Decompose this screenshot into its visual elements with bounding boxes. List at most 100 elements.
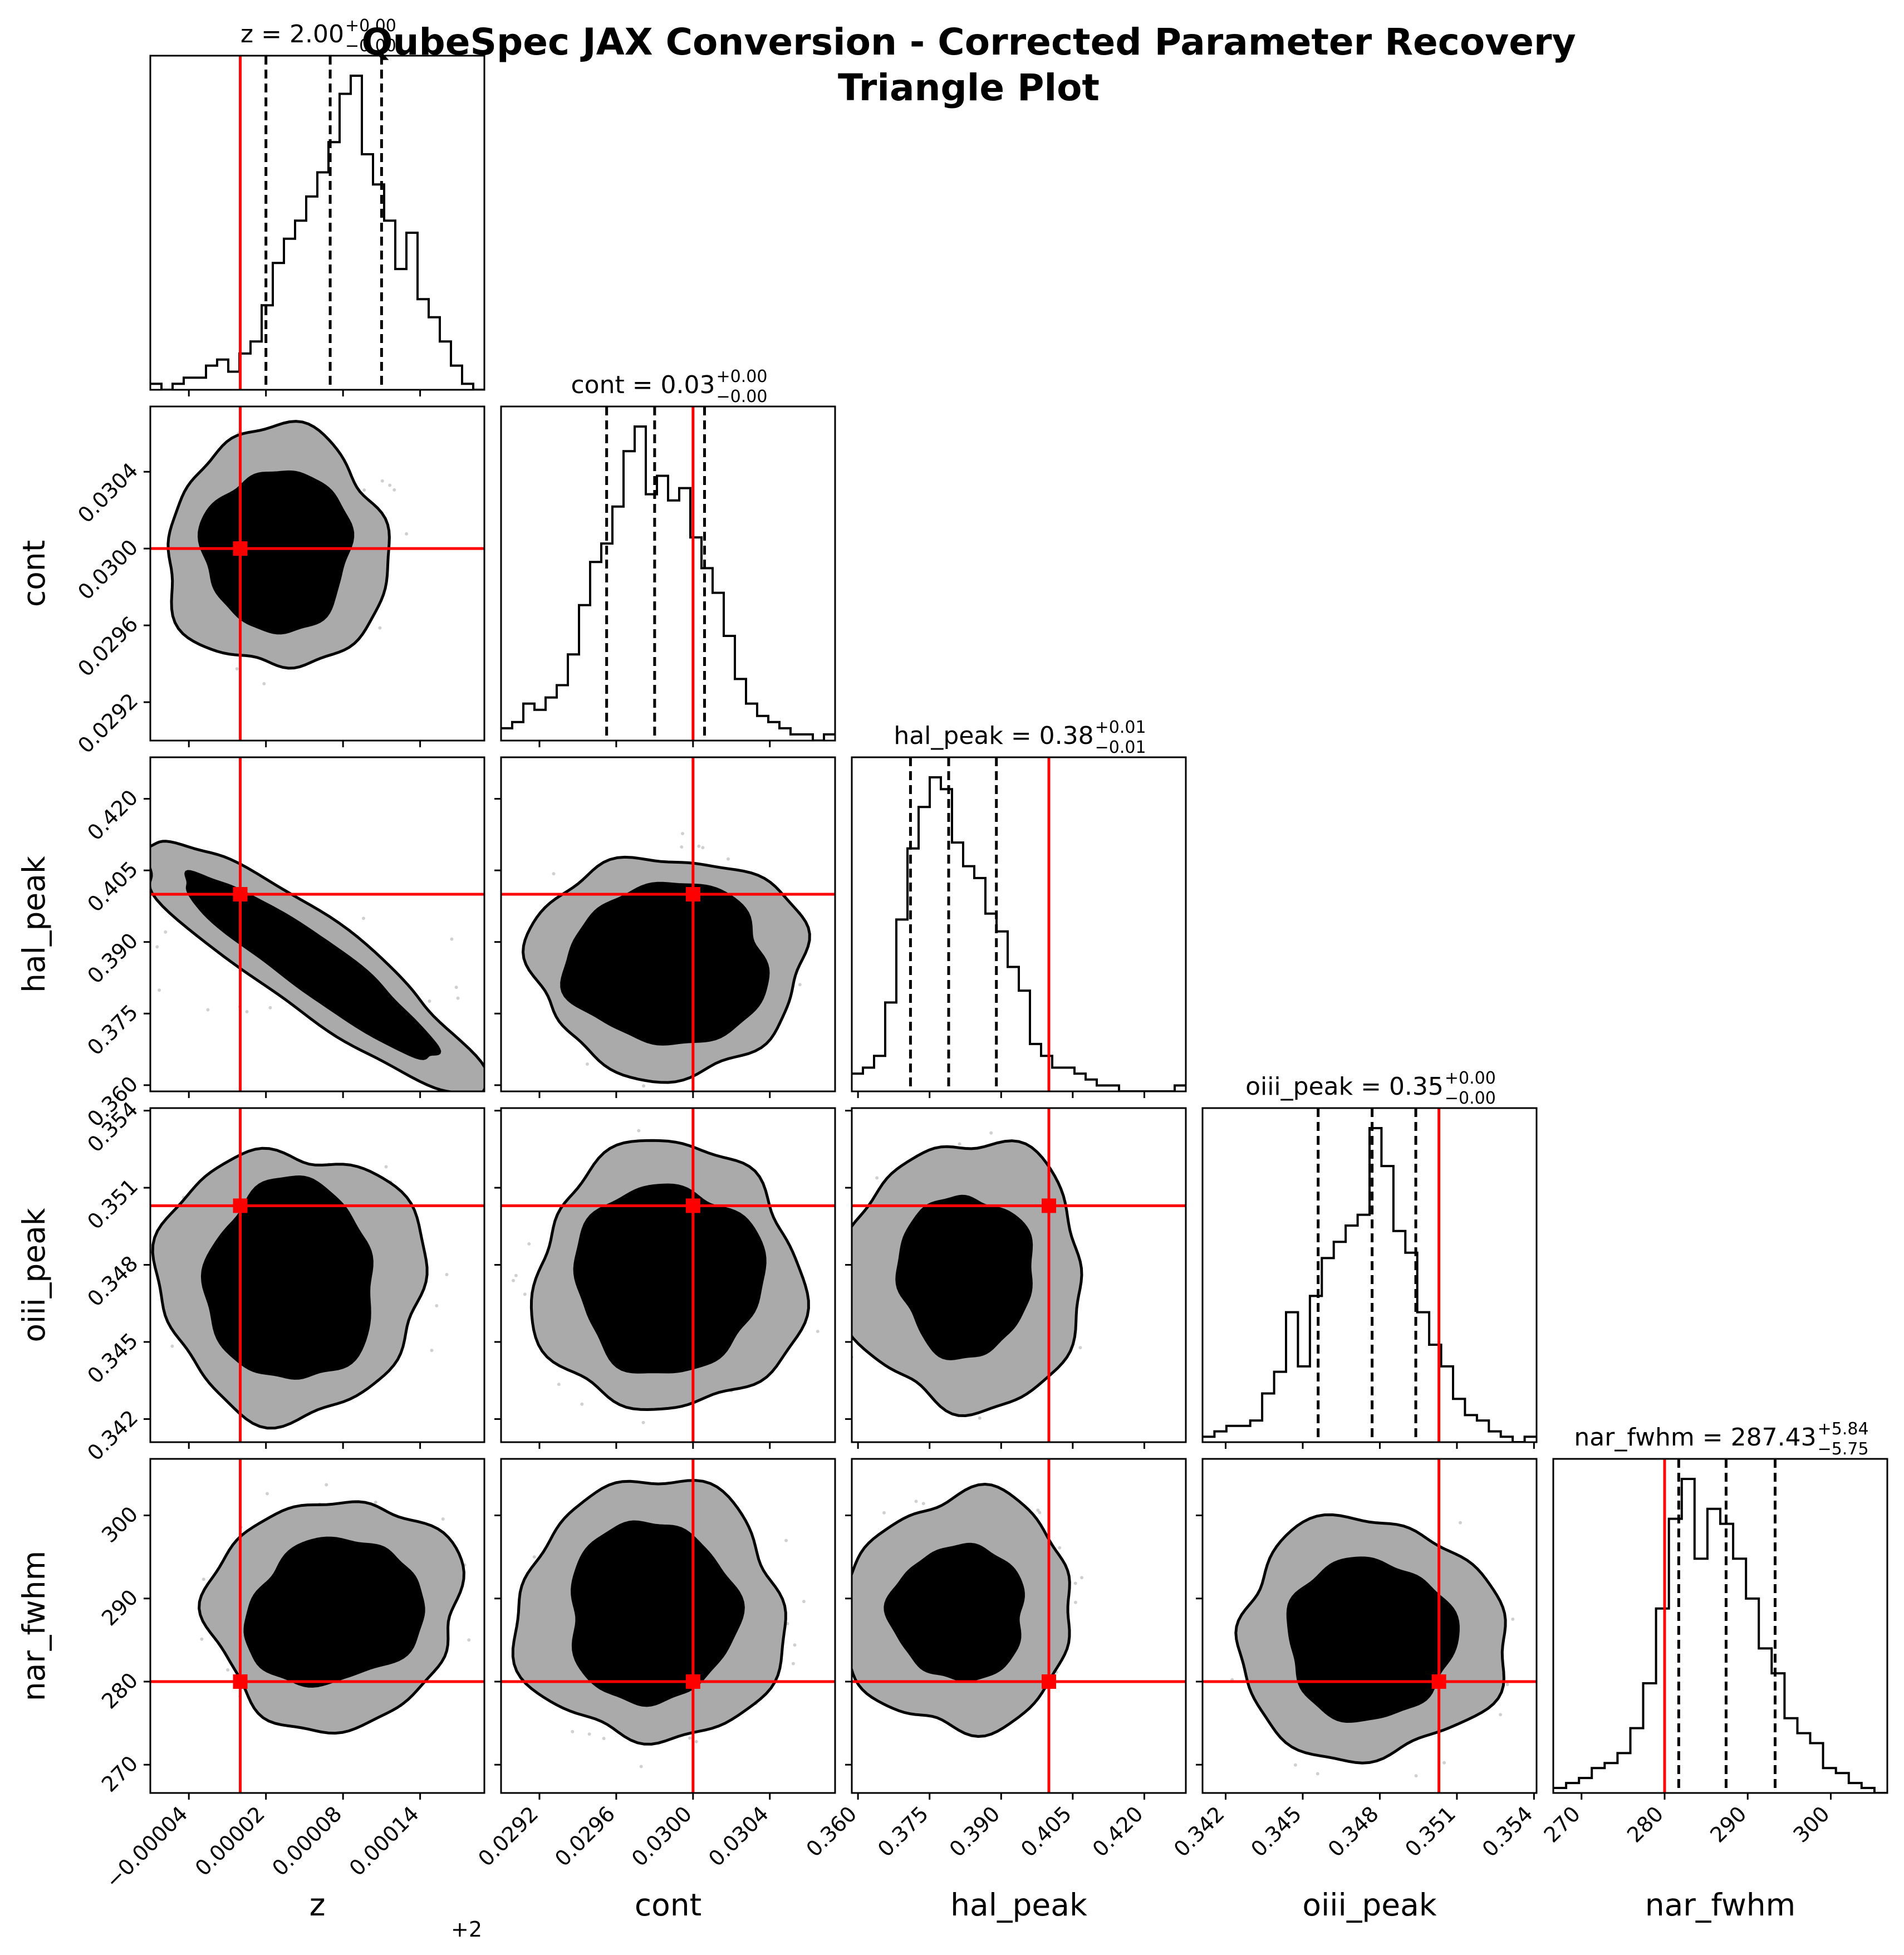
x-axis-label-hal_peak: hal_peak <box>950 1887 1087 1923</box>
sample-point <box>784 1538 788 1542</box>
y-axis-label-hal_peak: hal_peak <box>16 856 52 993</box>
contour-frame-oiii_peak-vs-z <box>149 1107 485 1443</box>
contour-frame-cont-vs-z <box>149 405 485 742</box>
x-axis-label-nar_fwhm: nar_fwhm <box>1645 1887 1796 1923</box>
sample-point <box>200 1637 204 1641</box>
sample-point <box>701 846 705 850</box>
sample-point <box>428 999 431 1003</box>
sample-point <box>527 1242 531 1246</box>
sample-point <box>268 1006 272 1010</box>
diag-title-oiii_peak: oiii_peak = 0.35 +0.00−0.00 <box>1245 1069 1496 1108</box>
contour-frame-nar_fwhm-vs-cont <box>500 1458 836 1794</box>
sample-point <box>467 1638 471 1642</box>
figure-title-line2: Triangle Plot <box>838 66 1100 109</box>
contour-content-nar_fwhm-vs-z <box>150 1459 484 1793</box>
sample-point <box>245 1010 249 1013</box>
diag-frame-cont <box>500 405 836 742</box>
truth-marker-cont-vs-z <box>233 541 248 556</box>
sample-point <box>921 1502 925 1506</box>
sample-point <box>914 1500 918 1503</box>
sample-point <box>641 1420 645 1424</box>
sample-point <box>362 917 365 920</box>
contour-frame-nar_fwhm-vs-hal_peak <box>851 1458 1187 1794</box>
contour-frame-nar_fwhm-vs-oiii_peak <box>1201 1458 1538 1794</box>
diag-title-main-hal_peak: hal_peak = 0.38 <box>894 722 1093 750</box>
diag-frame-nar_fwhm <box>1552 1458 1888 1794</box>
sample-point <box>450 937 454 941</box>
sample-point <box>688 1736 692 1740</box>
contour-1sigma-nar_fwhm-vs-hal_peak <box>884 1542 1025 1682</box>
x-axis-label-cont: cont <box>635 1887 701 1923</box>
sample-point <box>532 1555 536 1559</box>
sample-point <box>793 1643 797 1647</box>
sample-point <box>1459 1521 1462 1525</box>
sample-point <box>697 844 701 848</box>
contour-content-oiii_peak-vs-cont <box>501 1108 835 1442</box>
diag-title-sub-nar_fwhm: −5.75 <box>1818 1439 1869 1459</box>
contour-panel-oiii_peak-vs-cont <box>494 1107 836 1443</box>
sample-point <box>202 1577 205 1581</box>
sample-point <box>206 1008 210 1012</box>
contour-frame-nar_fwhm-vs-z <box>149 1458 485 1794</box>
sample-point <box>512 1278 515 1282</box>
sample-point <box>266 1492 269 1496</box>
sample-point <box>388 483 392 487</box>
contour-content-nar_fwhm-vs-hal_peak <box>852 1459 1186 1793</box>
histogram-hal_peak <box>852 776 1186 1091</box>
contour-content-nar_fwhm-vs-oiii_peak <box>1203 1459 1537 1793</box>
sample-point <box>456 996 460 1000</box>
sample-point <box>441 1517 445 1521</box>
x-axis-label-z: z <box>310 1887 326 1923</box>
sample-point <box>164 930 168 934</box>
sample-point <box>1442 1761 1446 1765</box>
sample-point <box>380 479 384 483</box>
contour-panel-cont-vs-z <box>144 405 485 742</box>
sample-point <box>1038 1511 1042 1515</box>
contour-1sigma-hal_peak-vs-z <box>184 870 441 1060</box>
sample-point <box>639 1765 643 1768</box>
sample-point <box>727 857 730 861</box>
sample-point <box>362 488 366 492</box>
truth-marker-nar_fwhm-vs-z <box>233 1674 248 1689</box>
truth-marker-nar_fwhm-vs-hal_peak <box>1042 1674 1056 1689</box>
diag-title-sup-cont: +0.00 <box>717 367 768 386</box>
sample-point <box>430 1349 434 1353</box>
diag-title-main-z: z = 2.00 <box>241 20 344 48</box>
diag-title-nar_fwhm: nar_fwhm = 287.43 +5.84−5.75 <box>1574 1419 1868 1459</box>
contour-content-cont-vs-z <box>150 406 484 741</box>
contour-panel-nar_fwhm-vs-z <box>144 1458 485 1794</box>
diag-title-main-oiii_peak: oiii_peak = 0.35 <box>1245 1072 1444 1101</box>
sample-point <box>557 1383 561 1386</box>
diag-frame-oiii_peak <box>1201 1107 1538 1443</box>
sample-point <box>642 1084 646 1088</box>
y-axis-label-oiii_peak: oiii_peak <box>16 1208 52 1342</box>
sample-point <box>791 1662 795 1665</box>
sample-point <box>1414 1774 1418 1778</box>
sample-point <box>587 1732 591 1736</box>
sample-point <box>1058 1546 1062 1550</box>
diag-title-sub-hal_peak: −0.01 <box>1095 738 1146 757</box>
histogram-oiii_peak <box>1203 1127 1537 1442</box>
sample-point <box>1293 1763 1297 1767</box>
y-axis-label-cont: cont <box>16 540 52 607</box>
sample-point <box>392 488 396 492</box>
diag-title-sup-oiii_peak: +0.00 <box>1445 1069 1496 1088</box>
sample-point <box>158 988 161 992</box>
contour-1sigma-oiii_peak-vs-hal_peak <box>895 1194 1033 1360</box>
contour-panel-nar_fwhm-vs-cont <box>494 1458 836 1794</box>
diag-content-hal_peak <box>852 757 1186 1091</box>
contour-frame-oiii_peak-vs-cont <box>500 1107 836 1443</box>
sample-point <box>170 1344 174 1348</box>
sample-point <box>978 1416 982 1420</box>
diag-title-sub-z: −0.00 <box>345 36 396 56</box>
truth-marker-oiii_peak-vs-z <box>233 1198 248 1213</box>
truth-marker-nar_fwhm-vs-oiii_peak <box>1431 1674 1446 1689</box>
contour-content-oiii_peak-vs-hal_peak <box>852 1108 1186 1442</box>
truth-marker-oiii_peak-vs-cont <box>685 1198 700 1213</box>
diag-title-sup-z: +0.00 <box>345 16 396 36</box>
diag-title-hal_peak: hal_peak = 0.38 +0.01−0.01 <box>894 718 1146 757</box>
sample-point <box>571 1729 575 1733</box>
diag-title-sub-oiii_peak: −0.00 <box>1445 1089 1496 1108</box>
sample-point <box>1078 1346 1082 1350</box>
